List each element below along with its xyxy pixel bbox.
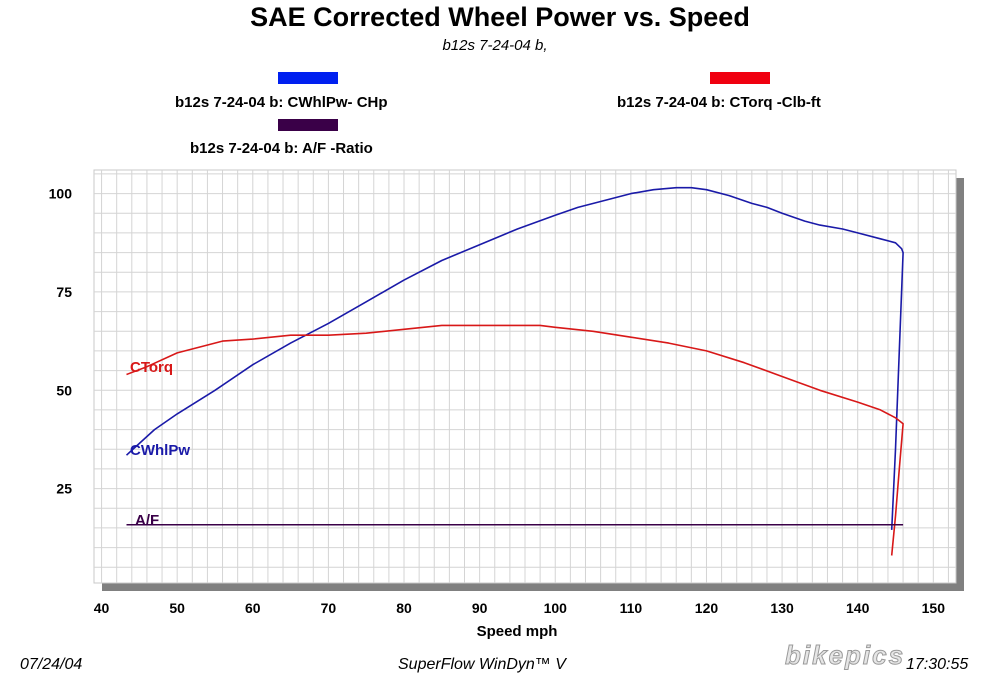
- x-tick-label: 60: [245, 600, 261, 616]
- x-tick-label: 150: [922, 600, 946, 616]
- legend-label-torque: b12s 7-24-04 b: CTorq -Clb-ft: [617, 94, 821, 111]
- x-tick-label: 40: [94, 600, 110, 616]
- y-tick-label: 25: [56, 481, 72, 497]
- x-tick-label: 140: [846, 600, 870, 616]
- x-tick-label: 130: [770, 600, 794, 616]
- y-tick-label: 75: [56, 284, 72, 300]
- legend-swatch-torque: [710, 72, 770, 84]
- legend-label-af: b12s 7-24-04 b: A/F -Ratio: [190, 140, 373, 157]
- y-tick-label: 50: [56, 382, 72, 398]
- series-line-power: [125, 186, 904, 530]
- footer-software: SuperFlow WinDyn™ V: [398, 656, 566, 673]
- footer-time: 17:30:55: [906, 656, 969, 673]
- x-tick-label: 100: [544, 600, 568, 616]
- legend-swatch-power: [278, 72, 338, 84]
- series-label-af: A/F: [135, 512, 159, 529]
- x-tick-label: 80: [396, 600, 412, 616]
- x-tick-label: 120: [695, 600, 719, 616]
- legend-label-power: b12s 7-24-04 b: CWhlPw- CHp: [175, 94, 388, 111]
- x-tick-label: 50: [169, 600, 185, 616]
- chart-subtitle: b12s 7-24-04 b,: [442, 37, 548, 54]
- y-tick-label: 100: [49, 186, 73, 202]
- series-label-torque: CTorq: [130, 359, 173, 376]
- series-line-torque: [126, 324, 904, 556]
- chart-title: SAE Corrected Wheel Power vs. Speed: [250, 2, 750, 32]
- x-tick-label: 90: [472, 600, 488, 616]
- x-axis-label: Speed mph: [477, 623, 558, 640]
- legend-swatch-af: [278, 119, 338, 131]
- x-tick-label: 110: [620, 600, 643, 616]
- x-tick-label: 70: [321, 600, 337, 616]
- watermark-logo: bikepics: [784, 640, 906, 671]
- footer-date: 07/24/04: [20, 656, 83, 673]
- series-label-power: CWhlPw: [130, 442, 190, 459]
